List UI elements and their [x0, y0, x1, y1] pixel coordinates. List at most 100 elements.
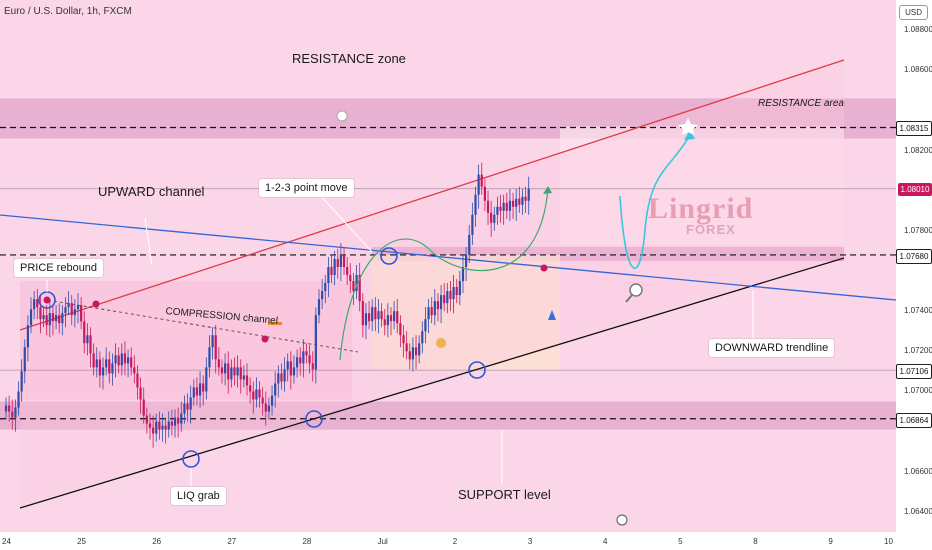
time-tick-label: 9	[828, 537, 833, 546]
currency-button[interactable]: USD	[899, 5, 928, 20]
candle-body	[371, 307, 374, 322]
candle-body	[51, 313, 55, 322]
candle-body	[355, 275, 358, 292]
candle	[336, 248, 339, 280]
time-tick-label: 3	[527, 537, 533, 546]
candle	[214, 325, 217, 374]
candle-body	[283, 369, 286, 382]
candle-body	[183, 403, 186, 414]
candle	[152, 415, 155, 448]
candle	[108, 351, 111, 384]
candle-body	[76, 305, 80, 310]
candle	[468, 224, 471, 263]
candle-body	[474, 194, 477, 215]
candle-body	[439, 295, 443, 310]
candle	[465, 246, 468, 282]
candle	[29, 297, 33, 334]
price-level-tag: 1.07680	[896, 248, 932, 264]
candle	[402, 325, 405, 358]
candle-body	[155, 421, 158, 434]
candle	[452, 275, 455, 314]
candle-body	[295, 357, 299, 368]
candle-body	[396, 311, 399, 324]
price-tick-label: 1.07200	[904, 346, 932, 356]
candle	[236, 355, 239, 388]
price-level-tag: 1.06864	[896, 412, 932, 428]
candle-body	[42, 315, 45, 320]
candle	[389, 307, 393, 336]
candle-body	[170, 421, 173, 426]
candle-body	[321, 291, 324, 300]
candle-body	[455, 287, 458, 296]
candle-body	[380, 311, 383, 320]
candle-body	[161, 425, 164, 430]
price-rebound-label: PRICE rebound	[14, 259, 104, 277]
candle-body	[289, 361, 292, 376]
candle-body	[89, 335, 92, 354]
candle	[92, 343, 95, 376]
candle	[67, 291, 70, 316]
price-tick-label: 1.08200	[904, 145, 932, 155]
candle-body	[83, 321, 86, 344]
time-tick-label: 5	[678, 537, 683, 546]
candle	[195, 377, 199, 406]
candle	[70, 295, 73, 326]
candle-body	[8, 405, 11, 412]
candle-body	[173, 417, 177, 426]
candle	[274, 371, 277, 408]
candle	[264, 391, 267, 426]
candle-body	[389, 315, 393, 322]
candle	[321, 279, 324, 310]
candle-body	[80, 305, 83, 322]
candle	[361, 293, 364, 338]
candle-body	[317, 299, 321, 316]
resistance-zone-label: RESISTANCE zone	[292, 51, 406, 66]
price-tick-label: 1.07800	[904, 225, 932, 235]
candle	[396, 299, 399, 334]
candle	[148, 413, 152, 440]
candle-body	[167, 421, 170, 430]
support-trendline	[19, 257, 845, 509]
candle	[101, 357, 105, 390]
candle-body	[23, 347, 26, 372]
candle	[230, 359, 233, 388]
candle	[474, 186, 477, 227]
candle	[436, 293, 440, 322]
candle	[311, 351, 314, 382]
candle	[292, 355, 296, 384]
candle	[386, 303, 389, 338]
candle	[205, 357, 208, 400]
candle-body	[142, 399, 145, 416]
candle-body	[236, 367, 239, 376]
candle-body	[511, 200, 515, 207]
symbol-header[interactable]: Euro / U.S. Dollar, 1h, FXCM	[4, 6, 132, 17]
candle-body	[98, 359, 101, 376]
candle	[80, 297, 83, 330]
upward-channel-pointer	[144, 217, 153, 266]
pivot-dot	[540, 264, 548, 272]
candle-body	[377, 311, 380, 320]
price-level-tag: 1.08315	[896, 121, 932, 137]
candle	[249, 377, 252, 404]
candle	[515, 188, 518, 221]
liq-grab-label: LIQ grab	[171, 487, 226, 505]
candle-body	[308, 355, 311, 364]
candle-body	[405, 343, 408, 352]
candle	[211, 327, 214, 360]
candle	[295, 349, 299, 378]
candle-body	[264, 403, 267, 412]
candle-body	[483, 186, 486, 201]
candle	[255, 377, 258, 408]
candle-body	[358, 275, 361, 302]
candle-body	[233, 367, 236, 376]
candle	[4, 397, 8, 420]
candle-body	[449, 291, 452, 300]
upward-channel-fill	[20, 60, 844, 506]
candle	[186, 393, 189, 422]
candle-body	[255, 389, 258, 400]
upward-channel-label: UPWARD channel	[98, 184, 205, 199]
candle	[267, 397, 271, 420]
candle	[242, 365, 245, 388]
candle-body	[496, 206, 499, 215]
